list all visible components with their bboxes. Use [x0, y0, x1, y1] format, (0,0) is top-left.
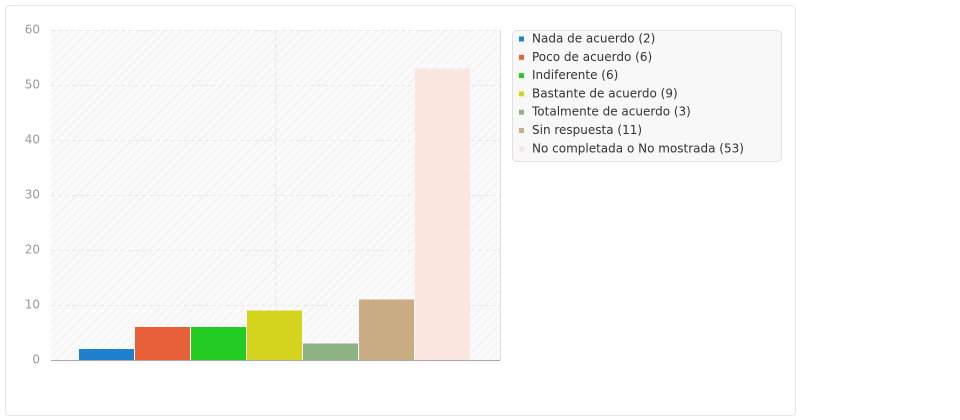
legend-box [512, 30, 782, 162]
legend-swatch [519, 36, 524, 42]
y-tick-label: 20 [25, 243, 40, 257]
bar [247, 310, 302, 360]
bar [359, 299, 414, 360]
legend-swatch [519, 128, 524, 133]
y-tick-label: 0 [32, 353, 40, 367]
y-tick-label: 30 [25, 188, 40, 202]
legend-swatch [519, 73, 524, 79]
bar [191, 327, 246, 360]
bars [79, 68, 470, 360]
legend-label: Poco de acuerdo (6) [532, 50, 652, 64]
y-tick-label: 50 [25, 78, 40, 92]
legend-swatch [519, 146, 524, 152]
legend-label: Totalmente de acuerdo (3) [531, 105, 691, 119]
y-tick-label: 40 [25, 133, 40, 147]
bar [79, 349, 134, 360]
legend-swatch [519, 109, 524, 115]
bar [415, 68, 470, 360]
legend-label: Sin respuesta (11) [532, 123, 642, 137]
legend-swatch [519, 91, 524, 97]
y-tick-label: 60 [25, 23, 40, 37]
y-tick-label: 10 [25, 298, 40, 312]
legend-label: Nada de acuerdo (2) [532, 32, 655, 46]
legend-label: Bastante de acuerdo (9) [532, 86, 678, 100]
bar [303, 343, 358, 360]
legend-swatch [519, 54, 524, 60]
legend: Nada de acuerdo (2) Poco de acuerdo (6) In… [512, 30, 782, 162]
legend-label: No completada o No mostrada (53) [532, 141, 744, 155]
legend-label: Indiferente (6) [532, 68, 618, 82]
bar [135, 327, 190, 360]
